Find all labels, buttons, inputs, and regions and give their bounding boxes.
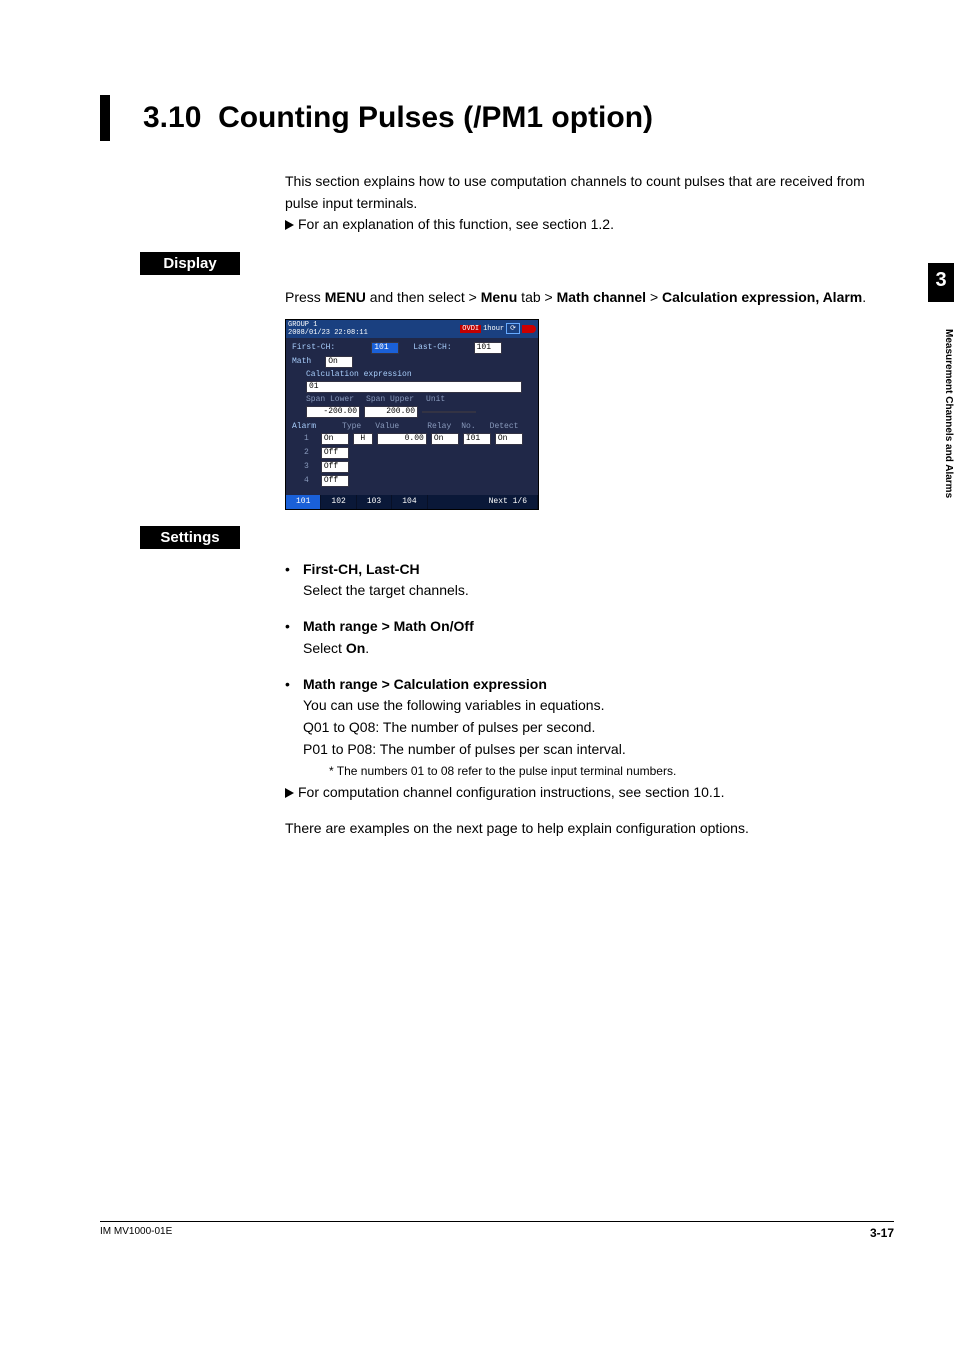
- settings-item: •Math range > Calculation expressionYou …: [285, 674, 894, 782]
- calc-expr-label: Calculation expression: [306, 370, 412, 379]
- settings-item-title: Math range > Math On/Off: [303, 618, 474, 634]
- alarm-row-num: 1: [304, 434, 309, 443]
- settings-closing: There are examples on the next page to h…: [285, 818, 894, 840]
- settings-item: •Math range > Math On/OffSelect On.: [285, 616, 894, 659]
- settings-item-line: Select the target channels.: [303, 582, 469, 598]
- page-footer: IM MV1000-01E 3-17: [100, 1221, 894, 1240]
- alarm-row: 2 Off: [292, 447, 532, 459]
- settings-item: •First-CH, Last-CHSelect the target chan…: [285, 559, 894, 602]
- instr-mid1: and then select >: [366, 289, 481, 305]
- title-number: 3.10: [143, 101, 201, 134]
- ss-badge: OVDI: [460, 325, 481, 333]
- instr-mid2: tab >: [517, 289, 556, 305]
- first-ch-field[interactable]: 101: [371, 342, 399, 354]
- alarm-no-field[interactable]: I01: [463, 433, 491, 445]
- chapter-label: Measurement Channels and Alarms: [928, 325, 954, 629]
- col-no: No.: [461, 422, 475, 431]
- ss-tab-101[interactable]: 101: [286, 495, 321, 509]
- instr-calc: Calculation expression, Alarm: [662, 289, 862, 305]
- title-main: Counting Pulses (/PM1 option): [218, 101, 653, 134]
- span-upper-label: Span Upper: [366, 395, 414, 404]
- alarm-type-field[interactable]: H: [353, 433, 373, 445]
- chapter-number: 3: [928, 269, 954, 292]
- col-detect: Detect: [490, 422, 519, 431]
- ss-tab-104[interactable]: 104: [392, 495, 427, 509]
- col-relay: Relay: [427, 422, 451, 431]
- instr-mid3: >: [646, 289, 662, 305]
- last-ch-field[interactable]: 101: [474, 342, 502, 354]
- settings-item-note: * The numbers 01 to 08 refer to the puls…: [329, 764, 676, 778]
- ss-tab-next[interactable]: Next 1/6: [479, 495, 538, 509]
- settings-item-line: Q01 to Q08: The number of pulses per sec…: [303, 719, 595, 735]
- alarm-row: 4 Off: [292, 475, 532, 487]
- span-upper-field[interactable]: 200.00: [364, 406, 418, 418]
- device-screenshot: GROUP 1 2008/01/23 22:08:11 OVDI 1hour ⟳…: [285, 319, 539, 510]
- instr-math: Math channel: [557, 289, 646, 305]
- ss-tab-103[interactable]: 103: [357, 495, 392, 509]
- display-heading: Display: [140, 252, 240, 275]
- signal-icon: [522, 325, 536, 333]
- last-ch-label: Last-CH:: [413, 343, 451, 352]
- loop-icon: ⟳: [506, 323, 520, 334]
- span-lower-field[interactable]: -200.00: [306, 406, 360, 418]
- alarm-row-num: 2: [304, 448, 309, 457]
- ss-header: GROUP 1 2008/01/23 22:08:11 OVDI 1hour ⟳: [286, 320, 538, 338]
- instr-menu-tab: Menu: [481, 289, 518, 305]
- title-bar: [100, 95, 110, 141]
- settings-item-title: Math range > Calculation expression: [303, 676, 547, 692]
- instr-menu: MENU: [325, 289, 366, 305]
- alarm-on-field[interactable]: On: [321, 433, 349, 445]
- math-label: Math: [292, 357, 311, 366]
- alarm-row-num: 3: [304, 462, 309, 471]
- alarm-detect-field[interactable]: On: [495, 433, 523, 445]
- alarm-value-field[interactable]: 0.00: [377, 433, 427, 445]
- unit-label: Unit: [426, 395, 445, 404]
- title-text: 3.10 Counting Pulses (/PM1 option): [143, 95, 894, 141]
- settings-heading: Settings: [140, 526, 240, 549]
- ss-tabs: 101 102 103 104 Next 1/6: [286, 495, 538, 509]
- settings-item-line: P01 to P08: The number of pulses per sca…: [303, 741, 626, 757]
- settings-item-line: Select On.: [303, 640, 369, 656]
- display-instruction: Press MENU and then select > Menu tab > …: [285, 287, 894, 309]
- col-value: Value: [375, 422, 399, 431]
- instr-prefix: Press: [285, 289, 325, 305]
- ss-mode: 1hour: [483, 325, 504, 333]
- alarm-on-field[interactable]: Off: [321, 475, 349, 487]
- ss-group: GROUP 1: [288, 321, 317, 329]
- ss-datetime: 2008/01/23 22:08:11: [288, 329, 368, 337]
- col-type: Type: [342, 422, 361, 431]
- calc-expr-field[interactable]: 01: [306, 381, 522, 393]
- section-title: 3.10 Counting Pulses (/PM1 option): [100, 95, 894, 141]
- span-lower-label: Span Lower: [306, 395, 354, 404]
- alarm-row: 3 Off: [292, 461, 532, 473]
- intro-paragraph-2: For an explanation of this function, see…: [285, 214, 894, 236]
- chapter-tab: 3: [928, 263, 954, 302]
- unit-field[interactable]: [422, 411, 476, 413]
- math-field[interactable]: On: [325, 356, 353, 368]
- intro-crossref: For an explanation of this function, see…: [298, 216, 614, 232]
- footer-right: 3-17: [870, 1226, 894, 1240]
- footer-left: IM MV1000-01E: [100, 1226, 172, 1240]
- ss-tab-102[interactable]: 102: [321, 495, 356, 509]
- alarm-row-num: 4: [304, 476, 309, 485]
- settings-item-line: You can use the following variables in e…: [303, 697, 604, 713]
- alarm-on-field[interactable]: Off: [321, 461, 349, 473]
- first-ch-label: First-CH:: [292, 343, 335, 352]
- intro-paragraph-1: This section explains how to use computa…: [285, 171, 894, 214]
- pointer-icon: [285, 220, 294, 230]
- settings-item-title: First-CH, Last-CH: [303, 561, 420, 577]
- alarm-row: 1 On H 0.00 On I01 On: [292, 433, 532, 445]
- alarm-relay-field[interactable]: On: [431, 433, 459, 445]
- alarm-label: Alarm: [292, 422, 316, 431]
- settings-crossref: For computation channel configuration in…: [285, 782, 894, 804]
- instr-period: .: [862, 289, 866, 305]
- alarm-on-field[interactable]: Off: [321, 447, 349, 459]
- pointer-icon: [285, 788, 294, 798]
